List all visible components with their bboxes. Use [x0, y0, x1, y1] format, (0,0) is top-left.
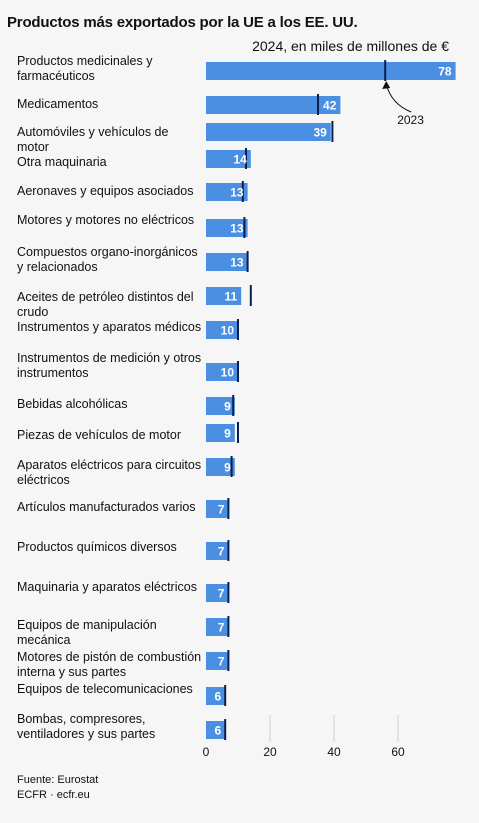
bar	[206, 584, 229, 602]
value-label: 13	[230, 222, 244, 236]
category-label: Maquinaria y aparatos eléctricos	[17, 580, 197, 594]
x-tick-label: 20	[263, 745, 277, 759]
value-label: 11	[225, 290, 238, 304]
value-label: 9	[224, 427, 231, 441]
annotation-arrow	[385, 83, 412, 113]
bar	[206, 321, 238, 339]
category-label: Piezas de vehículos de motor	[17, 428, 181, 442]
category-label: Productos químicos diversos	[17, 540, 177, 554]
x-tick-label: 0	[203, 745, 210, 759]
value-label: 42	[323, 99, 337, 113]
category-label: Compuestos organo-inorgánicos y relacion…	[17, 245, 198, 274]
value-label: 78	[438, 65, 452, 79]
value-label: 7	[218, 655, 225, 669]
category-label: Bebidas alcohólicas	[17, 397, 128, 411]
annotation-label: 2023	[397, 113, 424, 127]
bar	[206, 183, 248, 201]
bar	[206, 721, 226, 739]
category-label: Motores de pistón de combustión interna …	[17, 650, 202, 679]
value-label: 6	[215, 690, 222, 704]
bar	[206, 123, 331, 141]
value-label: 10	[221, 366, 235, 380]
category-label: Bombas, compresores, ventiladores y sus …	[17, 712, 156, 741]
bar	[206, 542, 229, 560]
value-label: 14	[233, 153, 247, 167]
bar	[206, 500, 229, 518]
value-label: 7	[218, 621, 225, 635]
bar	[206, 397, 235, 415]
bar	[206, 253, 248, 271]
x-tick-label: 40	[327, 745, 341, 759]
category-label: Instrumentos de medición y otros instrum…	[17, 351, 202, 380]
x-tick-label: 60	[391, 745, 405, 759]
bar	[206, 62, 456, 80]
category-label: Aceites de petróleo distintos del crudo	[17, 290, 194, 319]
value-label: 9	[224, 461, 231, 475]
bar	[206, 458, 235, 476]
bar	[206, 96, 341, 114]
category-label: Instrumentos y aparatos médicos	[17, 320, 202, 334]
category-label: Equipos de manipulación mecánica	[17, 618, 157, 647]
category-label: Medicamentos	[17, 97, 99, 111]
value-label: 13	[230, 256, 244, 270]
bar	[206, 363, 238, 381]
credit-note: ECFR · ecfr.eu	[17, 789, 90, 801]
bar	[206, 219, 248, 237]
annotation-arrowhead	[382, 81, 391, 89]
category-label: Motores y motores no eléctricos	[17, 213, 195, 227]
category-label: Aeronaves y equipos asociados	[17, 184, 194, 198]
category-label: Aparatos eléctricos para circuitos eléct…	[17, 458, 202, 487]
bar	[206, 618, 229, 636]
category-label: Artículos manufacturados varios	[17, 500, 196, 514]
value-label: 9	[224, 400, 231, 414]
chart-subtitle: 2024, en miles de millones de €	[252, 38, 449, 54]
value-label: 13	[230, 186, 244, 200]
bar	[206, 150, 251, 168]
category-label: Equipos de telecomunicaciones	[17, 682, 193, 696]
value-label: 6	[215, 724, 222, 738]
bar	[206, 424, 235, 442]
category-label: Automóviles y vehículos de motor	[17, 125, 169, 154]
source-note: Fuente: Eurostat	[17, 774, 99, 786]
category-label: Productos medicinales y farmacéuticos	[17, 54, 153, 83]
chart-title: Productos más exportados por la UE a los…	[7, 14, 358, 31]
value-label: 7	[218, 545, 225, 559]
bar	[206, 687, 226, 705]
category-label: Otra maquinaria	[17, 155, 107, 169]
value-label: 10	[221, 324, 235, 338]
value-label: 7	[218, 587, 225, 601]
bar	[206, 652, 229, 670]
value-label: 7	[218, 503, 225, 517]
value-label: 39	[313, 126, 327, 140]
bar	[206, 287, 242, 305]
